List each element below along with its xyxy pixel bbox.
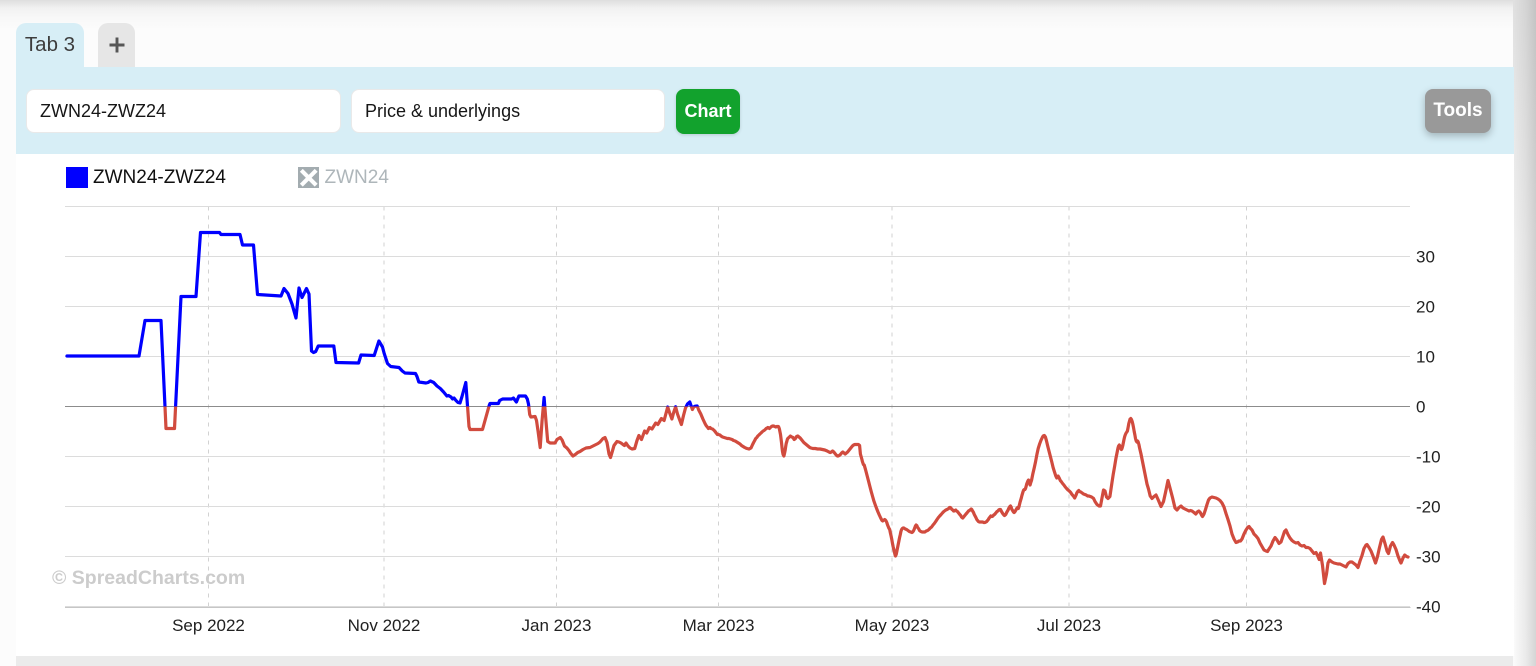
svg-text:30: 30 xyxy=(1416,248,1435,267)
svg-text:-20: -20 xyxy=(1416,498,1441,517)
svg-text:© SpreadCharts.com: © SpreadCharts.com xyxy=(52,567,245,589)
svg-text:-40: -40 xyxy=(1416,598,1441,617)
svg-text:-10: -10 xyxy=(1416,448,1441,467)
svg-text:10: 10 xyxy=(1416,348,1435,367)
svg-text:Nov 2022: Nov 2022 xyxy=(348,616,421,635)
svg-text:20: 20 xyxy=(1416,298,1435,317)
svg-text:Jul 2023: Jul 2023 xyxy=(1037,616,1101,635)
svg-text:0: 0 xyxy=(1416,398,1425,417)
svg-text:Sep 2023: Sep 2023 xyxy=(1210,616,1283,635)
svg-text:Sep 2022: Sep 2022 xyxy=(172,616,245,635)
svg-text:Mar 2023: Mar 2023 xyxy=(683,616,755,635)
svg-text:Jan 2023: Jan 2023 xyxy=(522,616,592,635)
svg-text:May 2023: May 2023 xyxy=(855,616,930,635)
svg-text:-30: -30 xyxy=(1416,548,1441,567)
